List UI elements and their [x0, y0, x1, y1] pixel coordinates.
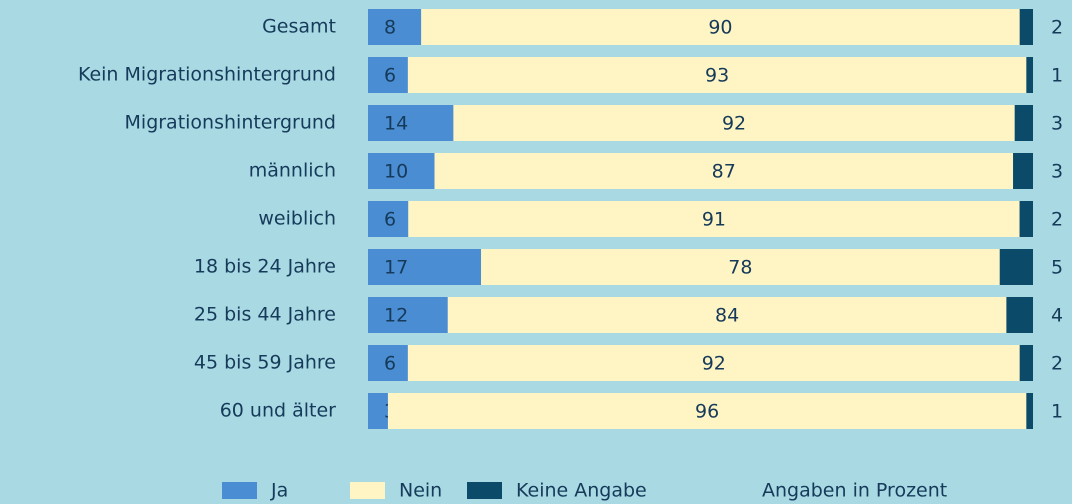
- value-label: 84: [715, 305, 739, 327]
- category-label: männlich: [249, 160, 336, 182]
- value-label: 3: [1051, 113, 1063, 135]
- value-label: 6: [384, 209, 396, 231]
- value-label: 14: [384, 113, 408, 135]
- category-label: Kein Migrationshintergrund: [78, 64, 336, 86]
- bar-segment: [1019, 201, 1033, 237]
- value-label: 2: [1051, 209, 1063, 231]
- bar-segment: [368, 105, 454, 141]
- category-label: 25 bis 44 Jahre: [194, 304, 336, 326]
- legend-swatch: [350, 482, 385, 499]
- bar-segment: [1019, 9, 1033, 45]
- legend-swatch: [222, 482, 257, 499]
- value-label: 3: [1051, 161, 1063, 183]
- value-label: 8: [384, 17, 396, 39]
- category-label: 60 und älter: [220, 400, 336, 422]
- value-label: 6: [384, 65, 396, 87]
- bar-segment: [368, 297, 448, 333]
- bar-segment: [368, 57, 408, 93]
- legend-label: Keine Angabe: [516, 480, 647, 502]
- bar-segment: [421, 9, 1020, 45]
- value-label: 91: [702, 209, 726, 231]
- bar-segment: [999, 249, 1033, 285]
- value-label: 1: [1051, 401, 1063, 423]
- bar-segment: [447, 297, 1007, 333]
- value-label: 90: [708, 17, 732, 39]
- category-label: Migrationshintergrund: [125, 112, 336, 134]
- bar-segment: [408, 201, 1020, 237]
- value-label: 78: [728, 257, 752, 279]
- legend-swatch: [467, 482, 502, 499]
- category-label: Gesamt: [262, 16, 336, 38]
- bar-segment: [1026, 393, 1033, 429]
- value-label: 1: [1051, 65, 1063, 87]
- bar-segment: [387, 393, 1027, 429]
- legend-label: Ja: [270, 480, 288, 502]
- bar-segment: [434, 153, 1014, 189]
- bar-segment: [481, 249, 1000, 285]
- value-label: 87: [712, 161, 736, 183]
- bar-segment: [368, 153, 435, 189]
- value-label: 17: [384, 257, 408, 279]
- category-label: 45 bis 59 Jahre: [194, 352, 336, 374]
- value-label: 92: [702, 353, 726, 375]
- bar-segment: [1006, 297, 1033, 333]
- bar-segment: [368, 201, 409, 237]
- category-label: weiblich: [258, 208, 336, 230]
- value-label: 92: [722, 113, 746, 135]
- bar-segment: [407, 57, 1027, 93]
- value-label: 2: [1051, 353, 1063, 375]
- bar-segment: [407, 345, 1020, 381]
- bar-segment: [368, 393, 388, 429]
- bar-segment: [453, 105, 1015, 141]
- bar-segment: [368, 249, 482, 285]
- bar-segment: [1026, 57, 1033, 93]
- value-label: 5: [1051, 257, 1063, 279]
- value-label: 96: [695, 401, 719, 423]
- bar-segment: [368, 9, 422, 45]
- bar-segment: [1014, 105, 1033, 141]
- value-label: 10: [384, 161, 408, 183]
- bar-segment: [1013, 153, 1033, 189]
- value-label: 6: [384, 353, 396, 375]
- unit-note: Angaben in Prozent: [762, 480, 947, 502]
- bar-segment: [368, 345, 408, 381]
- value-label: 93: [705, 65, 729, 87]
- value-label: 12: [384, 305, 408, 327]
- category-label: 18 bis 24 Jahre: [194, 256, 336, 278]
- legend-label: Nein: [399, 480, 442, 502]
- bar-segment: [1019, 345, 1033, 381]
- value-label: 2: [1051, 17, 1063, 39]
- value-label: 4: [1051, 305, 1063, 327]
